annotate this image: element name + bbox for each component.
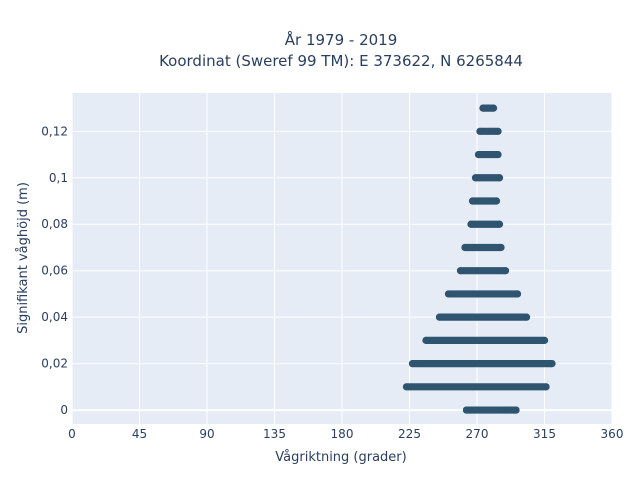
x-tick-label: 135	[263, 427, 286, 441]
scatter-point	[476, 127, 484, 135]
scatter-point	[408, 360, 417, 368]
y-tick-label: 0,06	[41, 264, 68, 278]
y-tick-label: 0,04	[41, 310, 68, 324]
scatter-point	[461, 243, 469, 252]
scatter-point	[467, 406, 475, 414]
scatter-point	[495, 220, 504, 228]
x-tick-label: 90	[199, 427, 214, 441]
x-tick-label: 45	[132, 427, 147, 441]
data-points	[402, 104, 556, 414]
chart-subtitle: Koordinat (Sweref 99 TM): E 373622, N 62…	[159, 52, 523, 70]
scatter-point	[497, 243, 505, 252]
scatter-point	[540, 336, 549, 344]
x-tick-label: 180	[331, 427, 354, 441]
y-tick-label: 0,02	[41, 357, 68, 371]
x-tick-label: 315	[533, 427, 556, 441]
chart-title: År 1979 - 2019	[285, 30, 398, 49]
x-tick-label: 360	[601, 427, 624, 441]
x-axis-title: Vågriktning (grader)	[275, 450, 406, 465]
scatter-point	[494, 127, 502, 135]
y-tick-label: 0,08	[41, 217, 68, 231]
scatter-point	[494, 150, 502, 159]
y-axis-title: Signifikant våghöjd (m)	[16, 182, 31, 334]
scatter-point	[467, 220, 475, 228]
scatter-point	[495, 174, 504, 182]
scatter-point	[548, 360, 556, 368]
scatter-point	[479, 104, 487, 112]
x-tick-label: 0	[68, 427, 76, 441]
scatter-point	[474, 150, 483, 159]
scatter-point	[522, 313, 531, 321]
scatter-point	[513, 290, 522, 298]
axis-ticks: 0 45 90 135 180 225 270 315 360 0 0,02 0,04 0,06 0,08…	[41, 124, 623, 441]
scatter-point	[504, 406, 513, 414]
scatter-point	[512, 406, 520, 414]
y-tick-label: 0,1	[49, 171, 68, 185]
scatter-point	[489, 104, 498, 112]
scatter-point	[492, 197, 501, 205]
scatter-point	[542, 383, 550, 391]
scatter-point	[468, 197, 477, 205]
y-tick-label: 0,12	[41, 124, 68, 138]
scatter-point	[456, 267, 465, 275]
scatter-point	[402, 383, 411, 391]
scatter-point	[422, 336, 430, 344]
scatter-point	[501, 267, 510, 275]
scatter-point	[471, 174, 480, 182]
scatter-point	[435, 313, 444, 321]
scatter-point	[444, 290, 453, 298]
y-tick-label: 0	[60, 403, 68, 417]
x-tick-label: 270	[466, 427, 489, 441]
x-tick-label: 225	[398, 427, 421, 441]
